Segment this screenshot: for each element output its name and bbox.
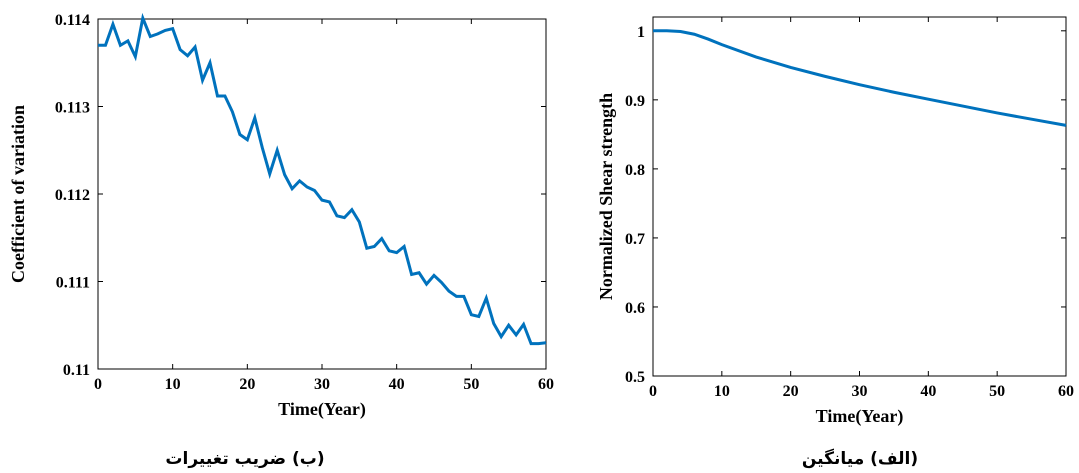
data-line [653,29,1067,127]
caption: (ب) ضریب تغییرات [165,449,324,469]
y-tick-label: 0.111 [56,275,90,292]
y-tick-label: 0.11 [63,362,90,379]
x-tick-label: 50 [989,383,1005,400]
x-tick-label: 60 [1058,383,1074,400]
x-tick-label: 0 [94,376,102,393]
x-tick-label: 10 [714,383,730,400]
y-tick-label: 0.8 [625,162,645,179]
x-tick-label: 20 [783,383,799,400]
y-tick-label: 0.112 [55,187,90,204]
y-tick-label: 0.114 [55,12,90,29]
x-tick-label: 40 [920,383,936,400]
x-axis-label: Time(Year) [816,406,904,427]
caption: (الف) میانگین [802,448,918,469]
x-tick-label: 30 [852,383,868,400]
y-tick-label: 0.7 [625,231,645,248]
x-tick-label: 60 [538,376,554,393]
y-tick-label: 0.113 [55,100,90,117]
x-tick-label: 20 [239,376,255,393]
y-tick-label: 0.6 [625,300,645,317]
x-tick-label: 0 [649,383,657,400]
y-tick-label: 1 [637,24,645,41]
y-tick-label: 0.5 [625,369,645,386]
y-axis-label: Coefficient of variation [8,105,28,283]
y-axis-label: Normalized Shear strength [596,93,616,300]
x-tick-label: 50 [463,376,479,393]
y-tick-label: 0.9 [625,93,645,110]
x-tick-label: 10 [165,376,181,393]
plot-frame [652,16,1067,377]
x-tick-label: 30 [314,376,330,393]
x-axis-label: Time(Year) [278,399,366,420]
data-line [98,12,547,346]
x-tick-label: 40 [389,376,405,393]
